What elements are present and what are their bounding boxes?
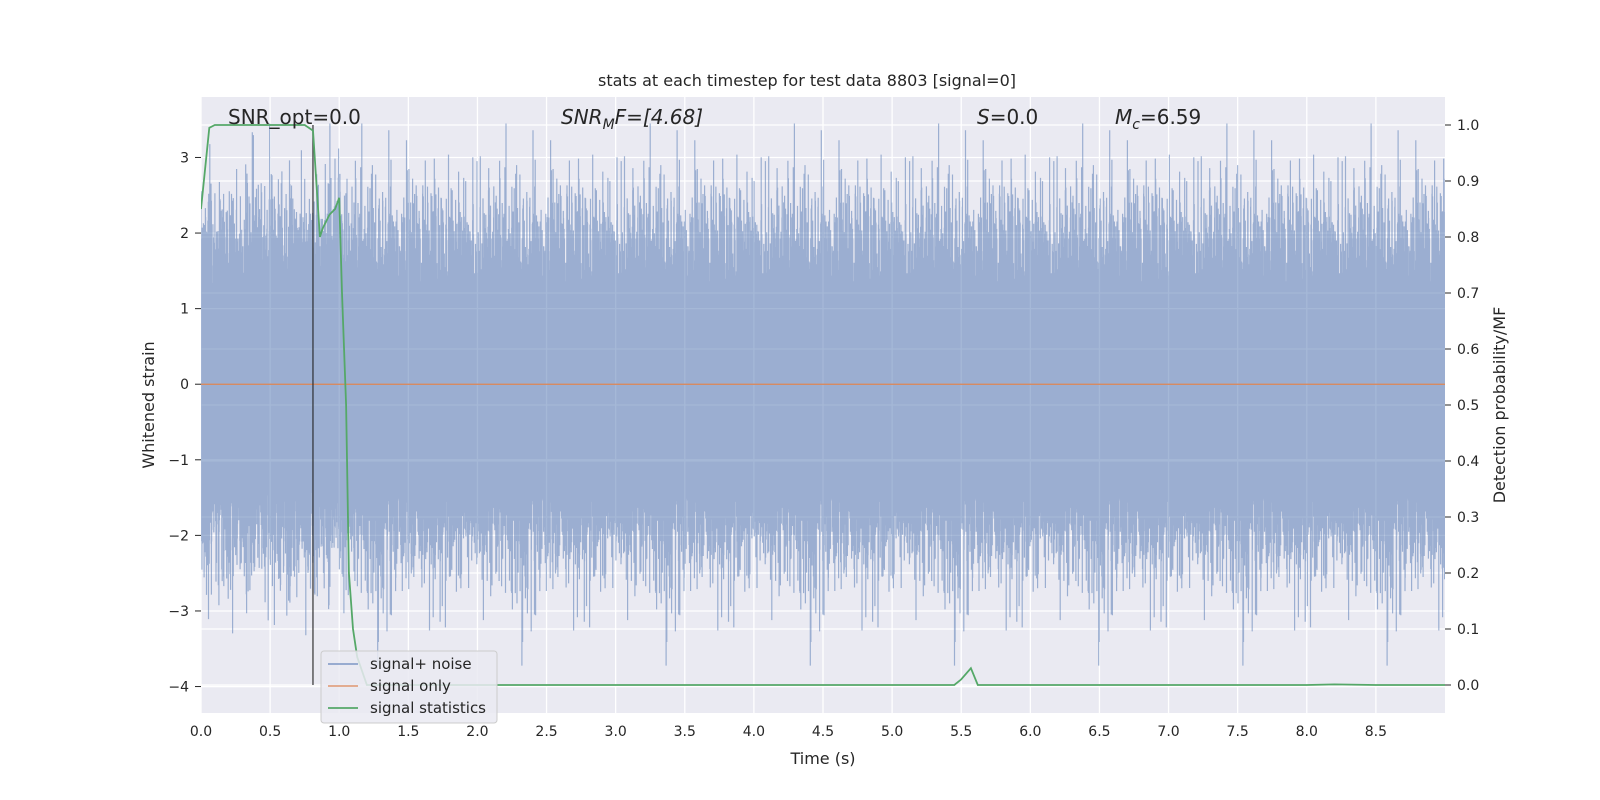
y-axis-label: Whitened strain [139, 341, 158, 468]
y-tick-label: 1 [180, 302, 189, 318]
y-tick-label: −2 [168, 528, 189, 544]
x-axis-label: Time (s) [789, 749, 855, 768]
series-signal-statistics [201, 124, 1445, 686]
x-tick-label: 4.5 [812, 724, 834, 740]
right-y-tick-label: 0.0 [1457, 678, 1479, 694]
right-y-tick-label: 0.3 [1457, 510, 1479, 526]
y-tick-label: 3 [180, 150, 189, 166]
right-y-tick-label: 0.5 [1457, 398, 1479, 414]
legend-label-signal-only: signal only [370, 677, 451, 695]
x-tick-label: 2.0 [466, 724, 488, 740]
x-tick-label: 8.0 [1296, 724, 1318, 740]
x-tick-label: 0.0 [190, 724, 212, 740]
right-y-tick-label: 0.6 [1457, 342, 1479, 358]
legend-label-signal-noise: signal+ noise [370, 655, 472, 673]
y-tick-label: −1 [168, 453, 189, 469]
y-tick-label: −3 [168, 604, 189, 620]
annotation-mc: Mc=6.59 [1115, 105, 1201, 133]
right-y-axis-label: Detection probability/MF [1490, 307, 1509, 504]
y-axis-ticks: −4 −3 −2 −1 0 1 2 3 [168, 150, 201, 696]
chart-title: stats at each timestep for test data 880… [598, 71, 1016, 90]
right-y-tick-label: 0.9 [1457, 174, 1479, 190]
right-y-tick-label: 0.7 [1457, 286, 1479, 302]
x-tick-label: 1.0 [328, 724, 350, 740]
x-tick-label: 3.5 [674, 724, 696, 740]
x-tick-label: 1.5 [397, 724, 419, 740]
x-axis-ticks: 0.0 0.5 1.0 1.5 2.0 2.5 3.0 3.5 4.0 4.5 5.0 5.5 6.0 6… [190, 724, 1387, 740]
x-tick-label: 8.5 [1365, 724, 1387, 740]
x-tick-label: 6.5 [1088, 724, 1110, 740]
legend: signal+ noise signal only signal statist… [320, 650, 498, 724]
x-tick-label: 0.5 [259, 724, 281, 740]
right-y-tick-label: 0.4 [1457, 454, 1479, 470]
x-tick-label: 5.5 [950, 724, 972, 740]
right-y-tick-label: 1.0 [1457, 118, 1479, 134]
right-y-tick-label: 0.2 [1457, 566, 1479, 582]
x-tick-label: 7.5 [1227, 724, 1249, 740]
right-y-axis-ticks: 0.0 0.1 0.2 0.3 0.4 0.5 0.6 0.7 0.8 0.9 1.0 [1445, 118, 1479, 694]
x-tick-label: 2.5 [535, 724, 557, 740]
annotation-snr-opt: SNR_opt=0.0 [228, 105, 361, 129]
y-tick-label: 0 [180, 377, 189, 393]
right-y-tick-label: 0.1 [1457, 622, 1479, 638]
x-tick-label: 4.0 [743, 724, 765, 740]
x-tick-label: 5.0 [881, 724, 903, 740]
right-y-tick-label: 0.8 [1457, 230, 1479, 246]
annotation-s: S=0.0 [977, 105, 1038, 129]
legend-label-signal-statistics: signal statistics [370, 699, 486, 717]
x-tick-label: 6.0 [1019, 724, 1041, 740]
x-tick-label: 3.0 [605, 724, 627, 740]
x-tick-label: 7.0 [1157, 724, 1179, 740]
annotation-snr-mf: SNRMF=[4.68] [561, 105, 703, 133]
y-tick-label: 2 [180, 226, 189, 242]
y-tick-label: −4 [168, 680, 189, 696]
